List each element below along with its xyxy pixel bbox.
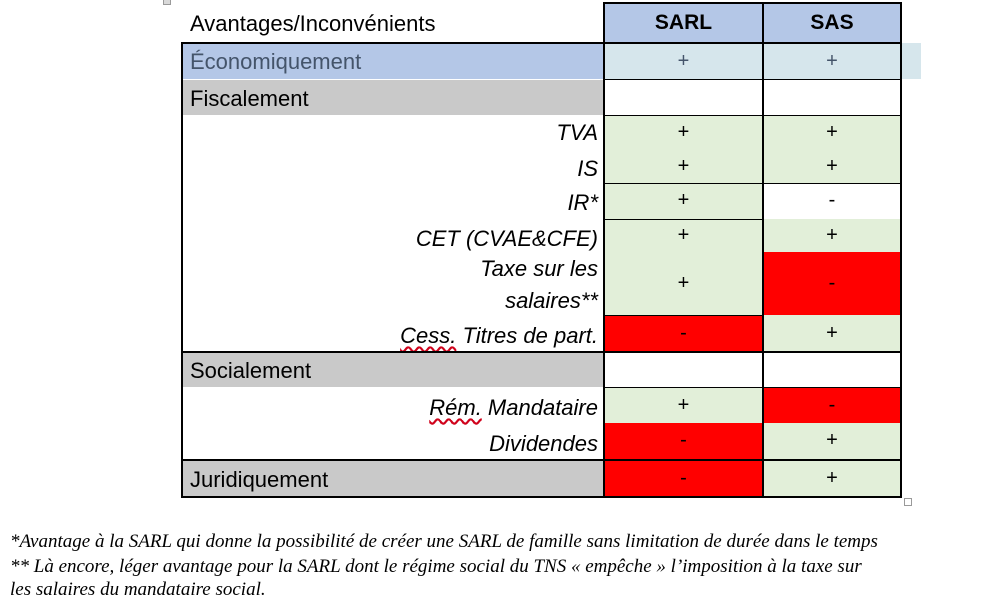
mark-plus: + (677, 394, 690, 416)
row-tva-label: TVA (556, 120, 598, 145)
mark-plus: + (677, 155, 690, 177)
border-row (603, 387, 902, 388)
row-juridiquement-sas: + (763, 460, 901, 496)
border-col-sarl (603, 2, 605, 498)
footnote-2: ** Là encore, léger avantage pour la SAR… (10, 556, 862, 577)
border-row (603, 79, 902, 80)
border-header-bottom (181, 42, 902, 44)
mark-plus: + (677, 272, 690, 294)
row-remuneration-label-rest: Mandataire (481, 395, 598, 420)
row-remuneration-sarl: + (604, 387, 763, 423)
row-cet-sas: + (763, 219, 901, 252)
section-socialement: Socialement (190, 358, 312, 383)
mark-minus: - (828, 272, 836, 294)
section-juridiquement: Juridiquement (190, 467, 329, 492)
row-taxe-label-line1: Taxe sur les (480, 256, 598, 281)
row-remuneration-sas: - (763, 387, 901, 423)
mark-plus: + (826, 467, 838, 489)
footnote-3: les salaires du mandataire social. (10, 579, 266, 600)
mark-minus: - (680, 429, 687, 451)
border-section (181, 351, 902, 353)
table-select-handle[interactable] (163, 0, 171, 5)
row-cet-sarl: + (604, 219, 763, 252)
table-resize-handle[interactable] (904, 498, 912, 506)
border-row (603, 115, 902, 116)
row-remuneration-label: Rém. Mandataire (429, 395, 598, 421)
row-ir-sas: - (763, 183, 901, 219)
mark-plus: + (677, 189, 690, 211)
row-label: Économiquement (190, 49, 362, 74)
row-economiquement-sas: + (763, 43, 901, 79)
row-ir-sarl: + (604, 183, 763, 219)
row-tva-sas: + (763, 115, 901, 150)
row-juridiquement-sarl: - (604, 460, 763, 496)
border-row (603, 315, 763, 316)
border-row (603, 219, 763, 220)
row-is-sarl: + (604, 150, 763, 183)
row-dividendes-sas: + (763, 423, 901, 459)
mark-minus: - (680, 467, 687, 489)
row-ir-label: IR* (567, 190, 598, 215)
header-sarl-cell: SARL (604, 3, 763, 43)
border-col-sas (762, 2, 764, 498)
mark-plus: + (826, 322, 838, 344)
section-juridiquement-cell: Juridiquement (182, 460, 604, 496)
row-overflow-shade (901, 43, 921, 79)
mark-minus: - (828, 189, 836, 211)
row-cession-label: Cess. Titres de part. (400, 323, 598, 349)
row-tva-sarl: + (604, 115, 763, 150)
mark-plus: + (677, 121, 690, 143)
row-taxe-label-line2: salaires** (505, 288, 598, 313)
border-row (603, 183, 902, 184)
spellcheck-word[interactable]: Cess. (400, 323, 457, 348)
corner-label: Avantages/Inconvénients (190, 11, 436, 36)
border-section (181, 459, 902, 461)
row-cession-label-rest: Titres de part. (456, 323, 598, 348)
border-left (181, 42, 183, 498)
row-is-sas: + (763, 150, 901, 183)
row-taxe-sas: - (763, 252, 901, 315)
border-top-header (603, 2, 902, 4)
spellcheck-word[interactable]: Rém. (429, 395, 482, 420)
row-taxe-sarl: + (604, 252, 763, 315)
row-dividendes-label: Dividendes (489, 431, 598, 456)
row-economiquement-sarl: + (604, 43, 763, 79)
mark-plus: + (826, 224, 838, 246)
row-cet-label: CET (CVAE&CFE) (415, 226, 598, 251)
border-right (900, 2, 902, 498)
mark-minus: - (680, 322, 687, 344)
row-dividendes-sarl: - (604, 423, 763, 459)
section-socialement-cell: Socialement (182, 352, 604, 387)
row-is-label: IS (577, 156, 598, 181)
mark-plus: + (826, 429, 838, 451)
mark-minus: - (828, 394, 836, 416)
row-cession-sas: + (763, 315, 901, 352)
header-sas-cell: SAS (763, 3, 901, 43)
mark-plus: + (677, 50, 690, 72)
row-economiquement-label-cell: Économiquement (182, 43, 604, 79)
row-cession-sarl: - (604, 315, 763, 352)
header-sas: SAS (810, 11, 854, 34)
mark-plus: + (826, 155, 838, 177)
border-bottom (181, 496, 902, 498)
header-sarl: SARL (654, 11, 713, 34)
mark-plus: + (826, 121, 838, 143)
footnote-1: *Avantage à la SARL qui donne la possibi… (10, 531, 878, 552)
section-fiscalement-cell: Fiscalement (182, 80, 604, 115)
mark-plus: + (677, 224, 690, 246)
mark-plus: + (826, 50, 838, 72)
section-fiscalement: Fiscalement (190, 86, 309, 111)
